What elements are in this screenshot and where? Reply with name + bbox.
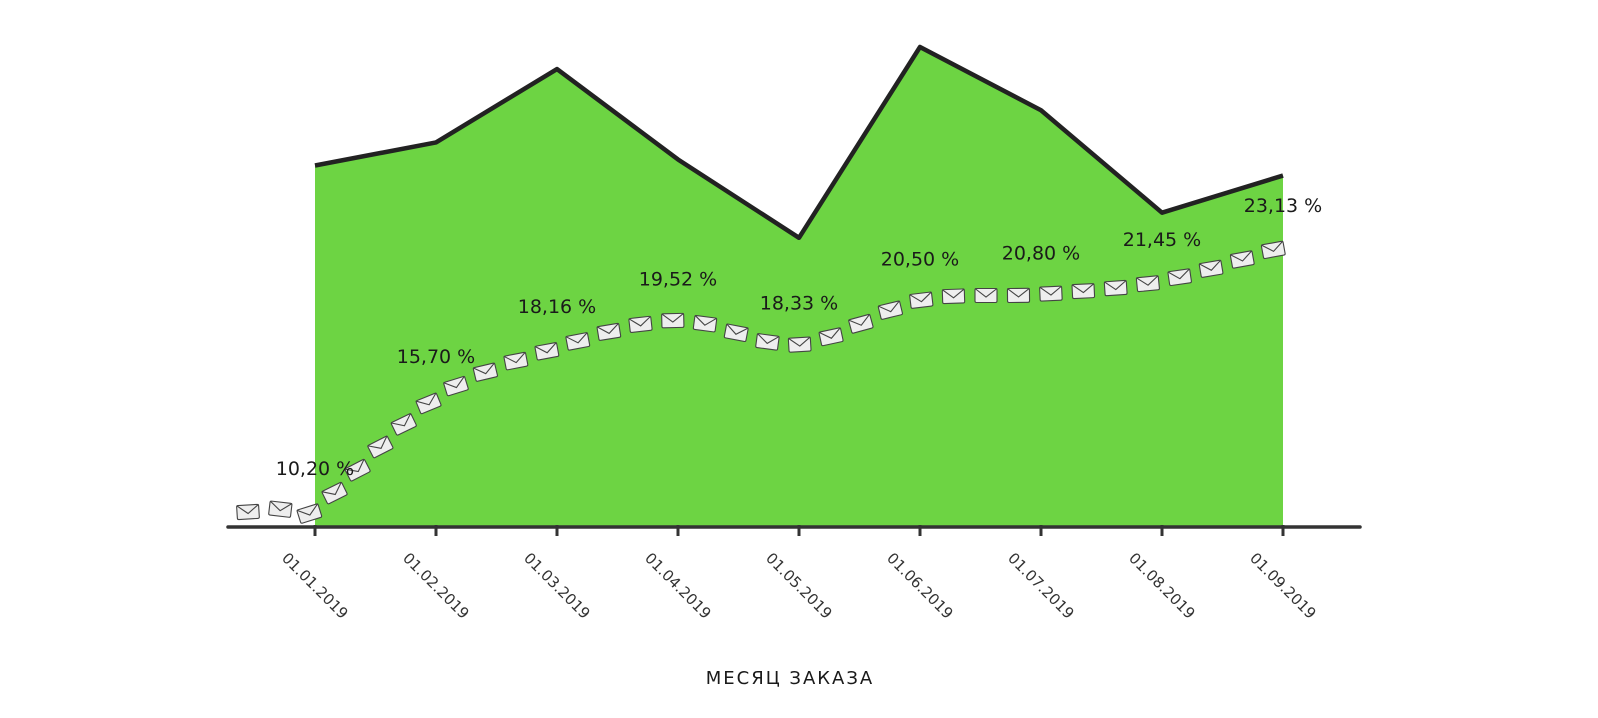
envelope-icon — [1071, 283, 1096, 300]
envelope-icon — [1039, 285, 1063, 302]
x-tick-label: 01.05.2019 — [762, 549, 835, 622]
envelope-icon — [1229, 250, 1255, 269]
envelope-icon — [268, 500, 293, 518]
envelope-icon — [661, 312, 685, 329]
area-top-line — [314, 44, 1284, 241]
envelope-icon — [296, 503, 323, 524]
envelope-icon — [565, 332, 591, 351]
envelope-icon — [1167, 268, 1192, 287]
area-series — [314, 44, 1284, 528]
data-labels: 10,20 % 15,70 % 18,16 % 19,52 % 18,33 % 20,50… — [276, 195, 1323, 480]
envelope-icon — [628, 315, 653, 333]
envelope-icon — [1135, 275, 1160, 293]
envelope-icon — [723, 323, 749, 343]
envelope-icon — [415, 392, 442, 415]
data-label: 18,16 % — [518, 296, 597, 318]
envelope-icon — [236, 503, 260, 521]
data-label: 10,20 % — [276, 458, 355, 480]
envelope-icon — [443, 375, 469, 397]
x-tick-label: 01.07.2019 — [1004, 549, 1077, 622]
x-tick-label: 01.02.2019 — [399, 549, 472, 622]
x-tick-label: 01.03.2019 — [520, 549, 593, 622]
envelope-icon — [692, 314, 718, 333]
data-label: 20,80 % — [1002, 242, 1081, 264]
envelope-icon — [818, 327, 844, 347]
envelope-icon — [472, 362, 498, 382]
envelope-icon — [596, 322, 622, 341]
line-series — [236, 240, 1286, 524]
envelope-icon — [344, 458, 371, 482]
data-label: 20,50 % — [881, 248, 960, 270]
data-label: 19,52 % — [639, 268, 718, 290]
x-tick-label: 01.01.2019 — [278, 549, 351, 622]
envelope-icon — [787, 336, 812, 353]
area-fill — [315, 47, 1283, 528]
envelope-icon — [390, 413, 417, 436]
x-axis-title: МЕСЯЦ ЗАКАЗА — [706, 668, 874, 689]
x-tick-label: 01.09.2019 — [1246, 549, 1319, 622]
data-label: 21,45 % — [1123, 229, 1202, 251]
envelope-icon — [848, 313, 874, 334]
x-tick-label: 01.06.2019 — [883, 549, 956, 622]
envelope-icon — [974, 287, 998, 304]
envelope-icon — [367, 435, 394, 459]
envelope-icon — [503, 351, 529, 371]
envelope-icon — [1103, 279, 1128, 297]
envelope-icon — [321, 481, 348, 505]
envelope-icon — [1260, 240, 1286, 260]
data-label: 18,33 % — [760, 293, 839, 315]
x-tick-label: 01.08.2019 — [1125, 549, 1198, 622]
data-label: 23,13 % — [1244, 195, 1323, 217]
data-label: 15,70 % — [397, 346, 476, 368]
x-axis: 01.01.2019 01.02.2019 01.03.2019 01.04.2019… — [226, 525, 1362, 623]
envelope-icon — [755, 333, 780, 351]
envelope-icon — [877, 300, 903, 320]
envelope-icon — [941, 288, 966, 305]
envelope-icon — [1198, 259, 1224, 278]
envelope-icon — [1006, 287, 1031, 304]
envelope-icon — [534, 342, 560, 361]
envelope-icon — [909, 291, 934, 309]
x-tick-label: 01.04.2019 — [641, 549, 714, 622]
